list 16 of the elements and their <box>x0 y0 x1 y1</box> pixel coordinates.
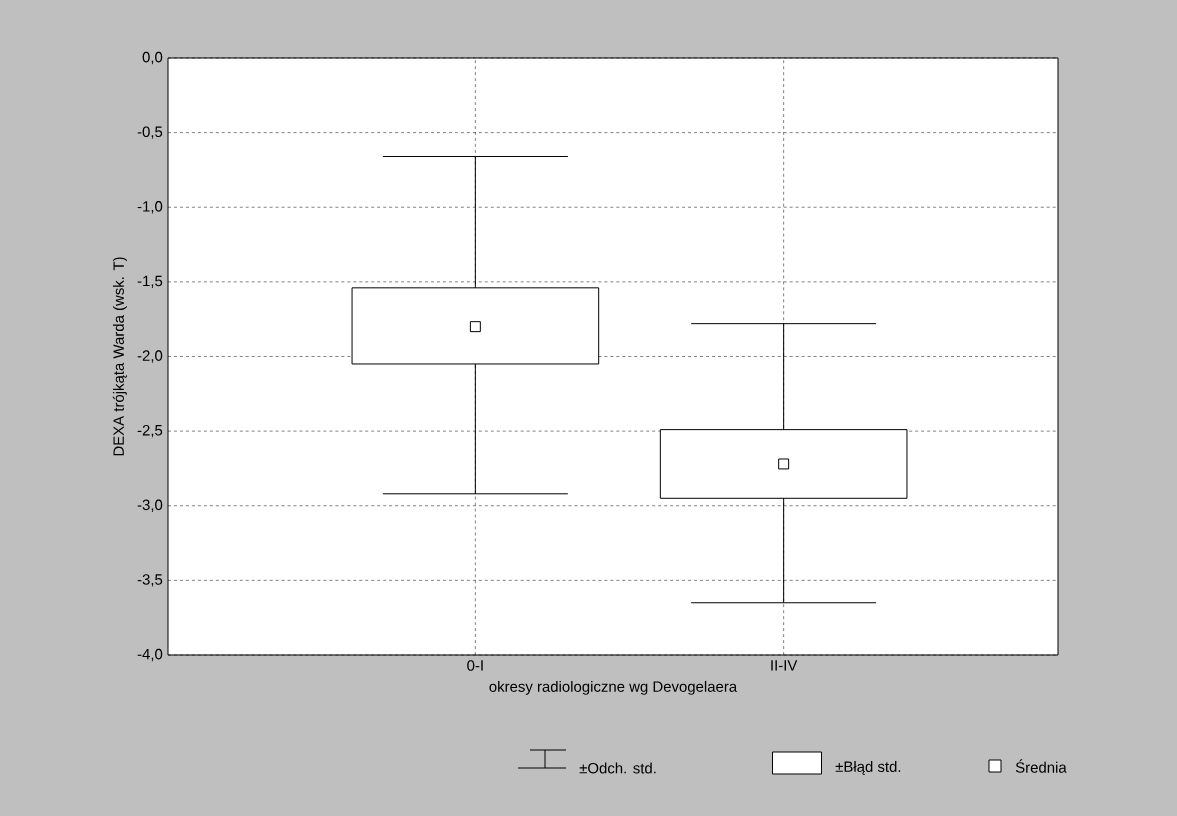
x-tick-label: 0-I <box>467 660 483 671</box>
y-tick-label: -2,5 <box>137 424 163 438</box>
text: Średnia <box>1015 759 1067 773</box>
y-tick-label: 0,0 <box>142 51 163 65</box>
x-axis-title: okresy radiologiczne wg Devogelaera <box>489 680 738 695</box>
y-tick-label: -2,0 <box>137 350 163 363</box>
y-tick-label: -3,5 <box>137 574 163 587</box>
x-tick-label: II-IV <box>771 660 798 671</box>
y-tick-label: -0,5 <box>137 126 163 139</box>
text: ±Odch. std. <box>579 762 656 774</box>
y-axis-title: DEXA trójkąta Warda (wsk. T) <box>112 257 127 456</box>
y-tick-label: -4,0 <box>137 648 163 662</box>
y-tick-label: -1,5 <box>137 275 163 288</box>
text: ±Błąd std. <box>835 761 901 775</box>
y-tick-label: -3,0 <box>137 499 163 512</box>
y-tick-label: -1,0 <box>137 201 163 214</box>
